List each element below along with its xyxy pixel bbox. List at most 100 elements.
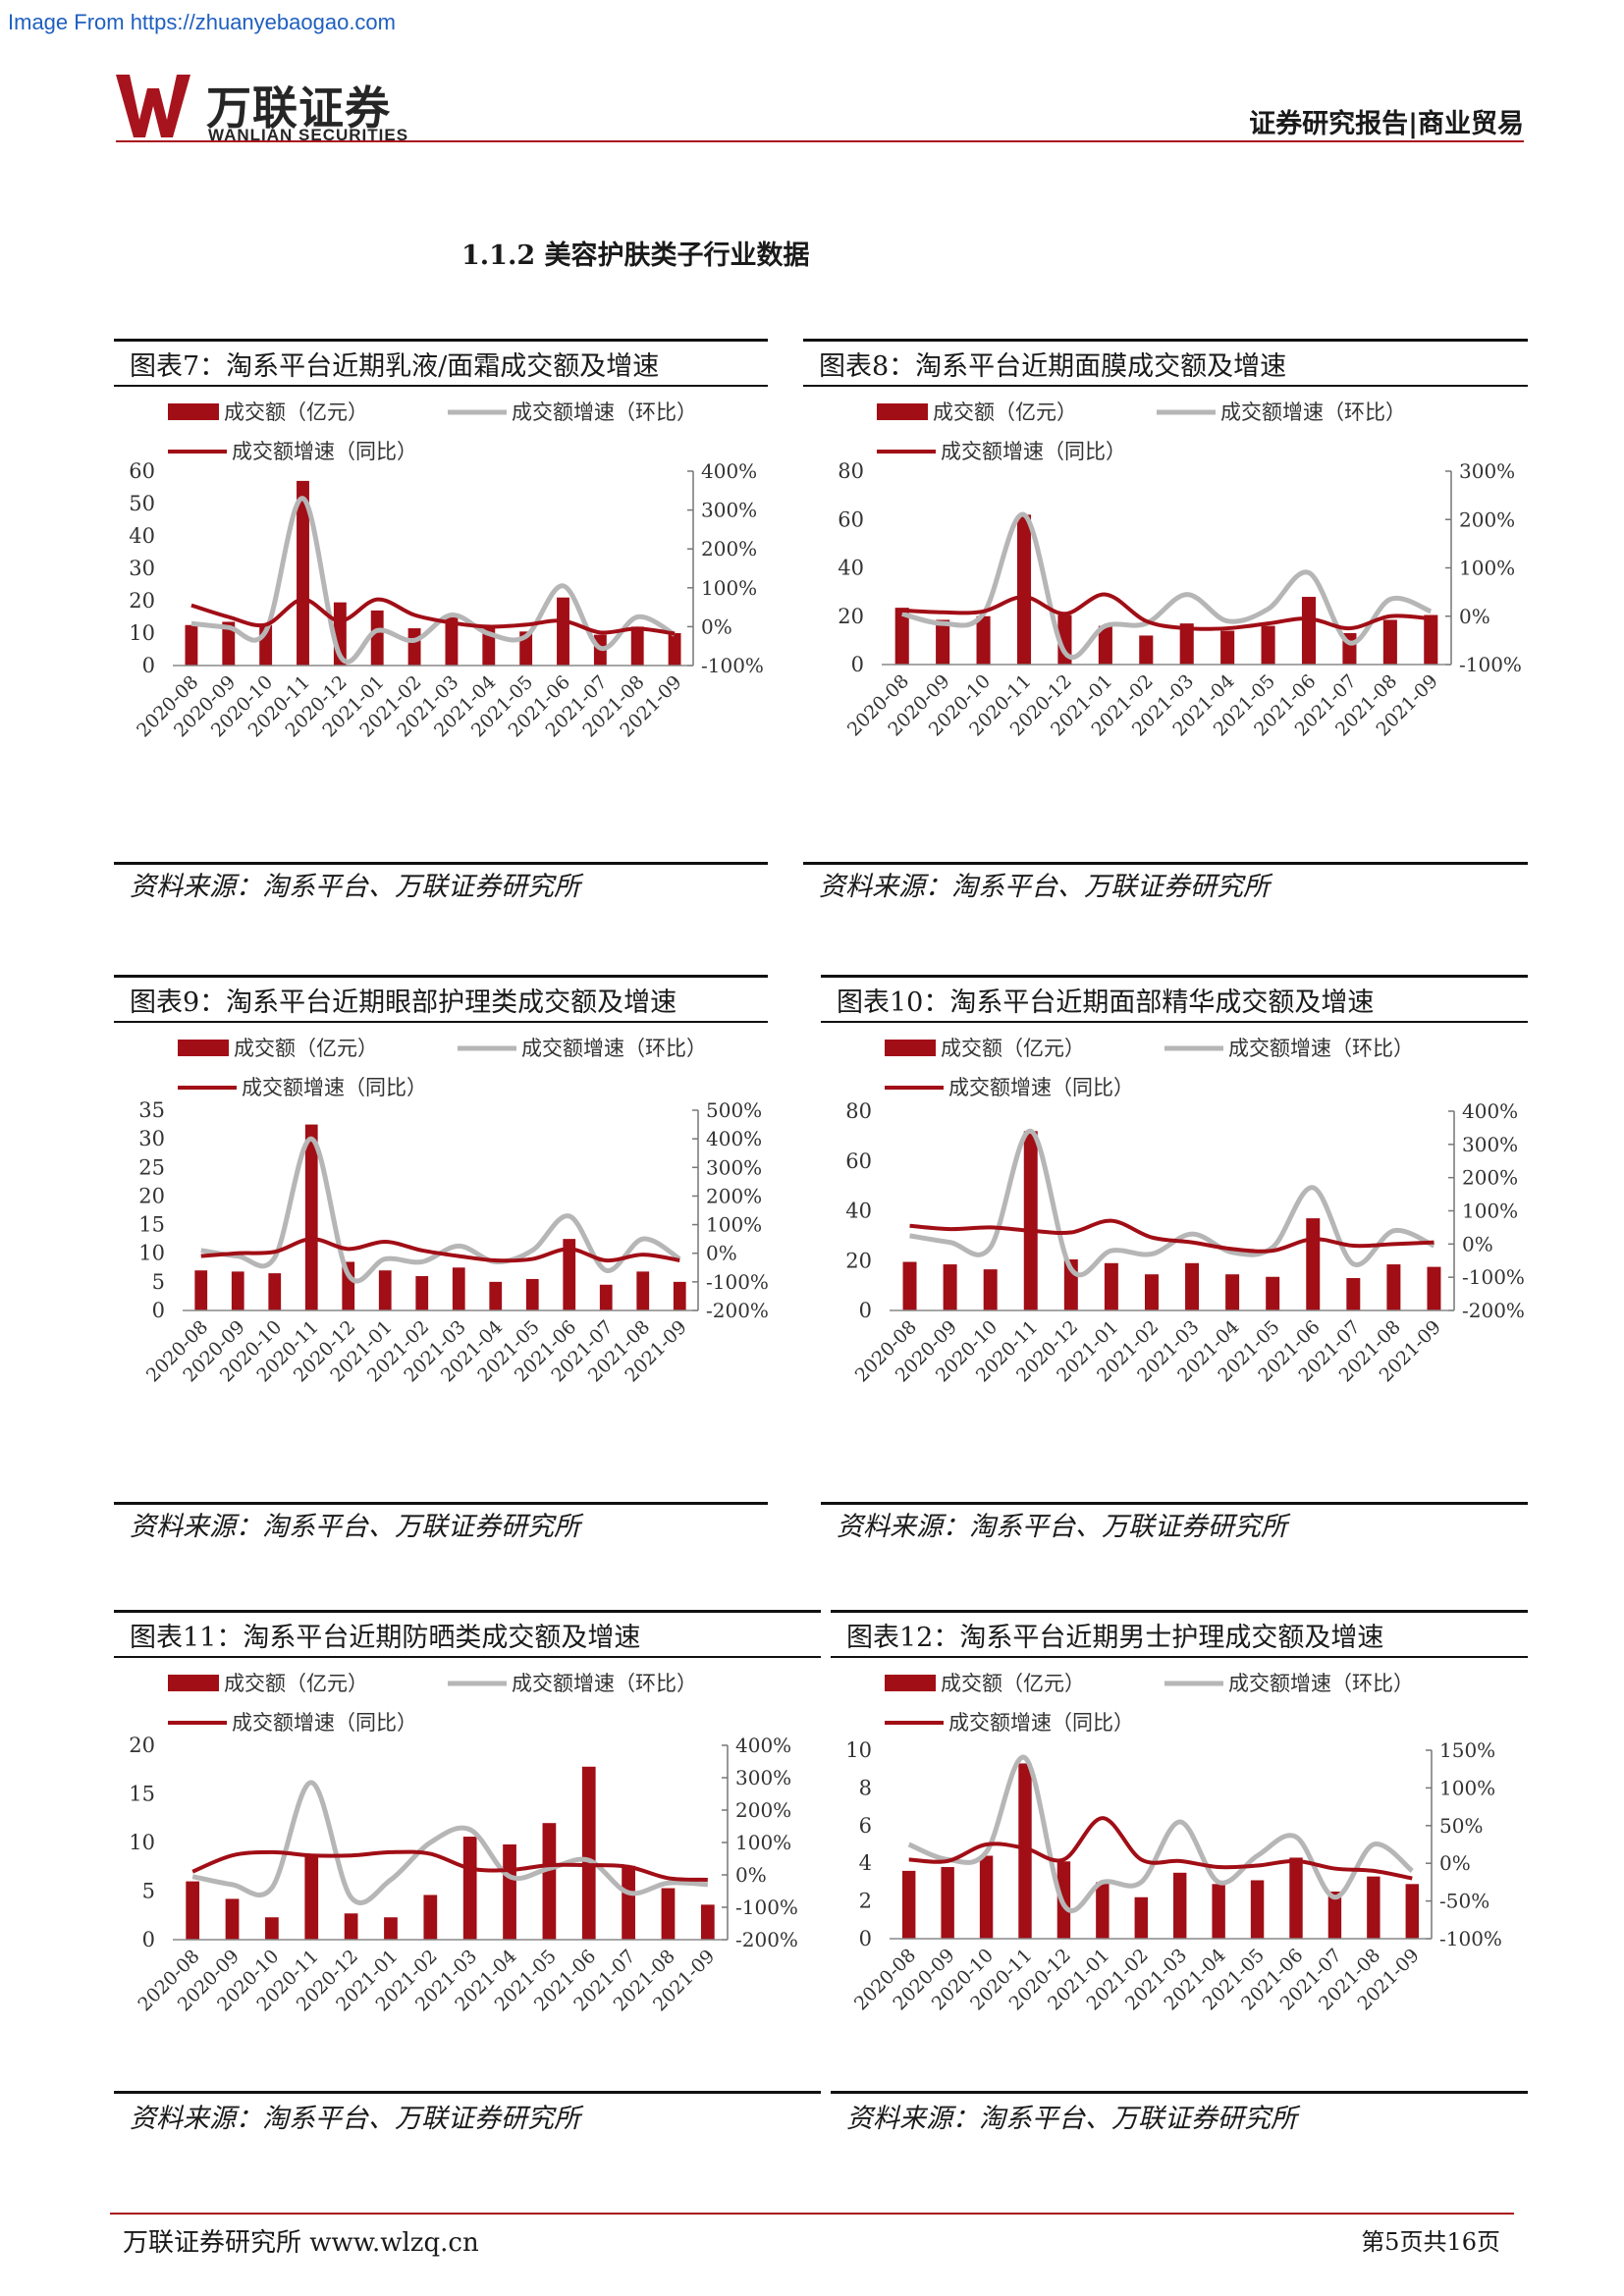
line-yoy [200, 1237, 680, 1263]
bar-2020-11 [1016, 514, 1032, 665]
bar-2021-06 [1306, 1218, 1321, 1310]
panel-rule-mid [114, 1021, 768, 1023]
bar-2021-03 [1179, 623, 1194, 665]
panel-rule-mid [803, 385, 1528, 387]
bar-2021-07 [599, 1284, 613, 1310]
bar-2020-10 [979, 1855, 994, 1939]
legend-mom-label: 成交额增速（环比） [512, 400, 697, 424]
chart-title: 图表12：淘系平台近期男士护理成交额及增速 [846, 1623, 1384, 1653]
y-tick-label: 10 [129, 621, 155, 645]
bar-2021-02 [1139, 635, 1154, 665]
y2-tick-label: 0% [1462, 1232, 1493, 1255]
bar-2021-06 [557, 597, 569, 666]
y2-tick-label: 200% [1462, 1166, 1518, 1190]
y2-tick-label: 100% [701, 576, 757, 600]
bar-2021-06 [581, 1766, 596, 1940]
y-tick-label: 10 [129, 1831, 155, 1854]
chart-facial-serum: 020406080-200%-100%0%100%200%300%400%202… [845, 1037, 1525, 1386]
legend-bar-swatch [877, 403, 928, 420]
y-tick-label: 60 [838, 507, 864, 531]
panel-rule-top [114, 339, 768, 342]
line-mom [909, 1128, 1435, 1278]
y-tick-label: 15 [129, 1783, 155, 1806]
y2-tick-label: 500% [706, 1098, 762, 1122]
legend-yoy-label: 成交额增速（同比） [242, 1076, 427, 1099]
line-yoy [901, 592, 1432, 631]
y2-tick-label: 0% [735, 1863, 767, 1887]
legend-bar-swatch [168, 1675, 219, 1691]
line-yoy [909, 1218, 1435, 1254]
bar-2020-10 [976, 615, 991, 665]
panel-rule-top [114, 975, 768, 978]
bar-2021-09 [1427, 1266, 1441, 1310]
legend-bar-swatch [885, 1675, 936, 1691]
section-heading: 1.1.2 美容护肤类子行业数据 [461, 240, 810, 271]
bar-2021-08 [636, 1271, 650, 1310]
y-tick-label: 20 [845, 1249, 872, 1272]
footer-site: 万联证券研究所 www.wlzq.cn [123, 2228, 479, 2258]
chart-source: 资料来源：淘系平台、万联证券研究所 [130, 1512, 580, 1542]
legend-mom-label: 成交额增速（环比） [1228, 1037, 1414, 1060]
bar-2021-09 [1405, 1884, 1419, 1939]
bar-2021-03 [1173, 1872, 1187, 1939]
bar-2021-07 [1346, 1278, 1361, 1310]
bar-2021-09 [673, 1281, 686, 1310]
panel-rule-top [803, 339, 1528, 342]
chart-panel-8: 图表8：淘系平台近期面膜成交额及增速 0 20 40 60 80 -100% 0% 100% 2… [803, 339, 1528, 902]
bar-2021-02 [415, 1276, 429, 1310]
y-tick-label: 60 [129, 459, 155, 483]
y-tick-label: 20 [129, 589, 155, 613]
bar-2021-02 [423, 1895, 438, 1940]
bar-2021-06 [1289, 1857, 1303, 1939]
bar-2021-04 [1220, 630, 1235, 665]
y2-tick-label: 400% [701, 459, 757, 483]
brand-logo: 万联证券 WANLIAN SECURITIES [116, 71, 440, 145]
legend-mom-label: 成交额增速（环比） [512, 1672, 697, 1695]
legend-yoy-label: 成交额增速（同比） [948, 1076, 1134, 1099]
y-tick-label: 25 [138, 1155, 165, 1179]
y2-tick-label: -200% [1462, 1299, 1525, 1322]
chart-facial-mask: 020406080-100%0%100%200%300%2020-082020-… [838, 400, 1522, 740]
bar-2021-09 [668, 633, 681, 666]
brand-name-cn: 万联证券 [206, 81, 391, 134]
y-tick-label: 0 [851, 653, 864, 676]
y2-tick-label: 100% [1462, 1200, 1518, 1223]
y2-tick-label: 0% [706, 1242, 737, 1265]
line-mom [191, 1780, 708, 1906]
legend-bar-swatch [885, 1040, 936, 1056]
bar-2021-09 [1424, 614, 1438, 665]
y-tick-label: 35 [138, 1098, 165, 1122]
y2-tick-label: -100% [735, 1896, 798, 1919]
bar-2020-09 [936, 619, 950, 665]
bar-2021-06 [563, 1239, 576, 1310]
panel-rule-bottom [821, 1502, 1528, 1505]
y2-tick-label: 200% [735, 1798, 791, 1822]
y2-tick-label: 100% [735, 1831, 791, 1854]
chart-title: 图表9：淘系平台近期眼部护理类成交额及增速 [130, 988, 677, 1018]
legend-bar-swatch [178, 1040, 229, 1056]
chart-source: 资料来源：淘系平台、万联证券研究所 [837, 1512, 1287, 1542]
chart-title: 图表10：淘系平台近期面部精华成交额及增速 [837, 988, 1375, 1018]
y2-tick-label: 100% [706, 1213, 762, 1237]
chart-title: 图表7：淘系平台近期乳液/面霜成交额及增速 [130, 351, 660, 382]
bar-2020-08 [902, 1870, 916, 1939]
y-tick-label: 30 [138, 1127, 165, 1150]
bar-2021-03 [1185, 1262, 1200, 1310]
bar-2021-01 [378, 1270, 392, 1310]
chart-panel-7: 图表7：淘系平台近期乳液/面霜成交额及增速 0 10 20 30 40 50 60 -100%… [114, 339, 768, 902]
bar-2021-03 [462, 1837, 477, 1940]
legend-bar-swatch [168, 403, 219, 420]
y-tick-label: 30 [129, 557, 155, 580]
bar-2020-10 [268, 1273, 282, 1310]
y-tick-label: 5 [142, 1880, 155, 1903]
y-tick-label: 0 [142, 654, 155, 677]
bar-2021-02 [1134, 1896, 1148, 1939]
y-tick-label: 50 [129, 492, 155, 515]
footer-rule [110, 2213, 1514, 2215]
y-tick-label: 2 [859, 1890, 872, 1913]
y2-tick-label: 0% [1459, 605, 1490, 628]
chart-source: 资料来源：淘系平台、万联证券研究所 [819, 872, 1270, 902]
y2-tick-label: 300% [735, 1766, 791, 1789]
bar-2020-11 [1018, 1763, 1032, 1939]
panel-rule-bottom [803, 862, 1528, 865]
